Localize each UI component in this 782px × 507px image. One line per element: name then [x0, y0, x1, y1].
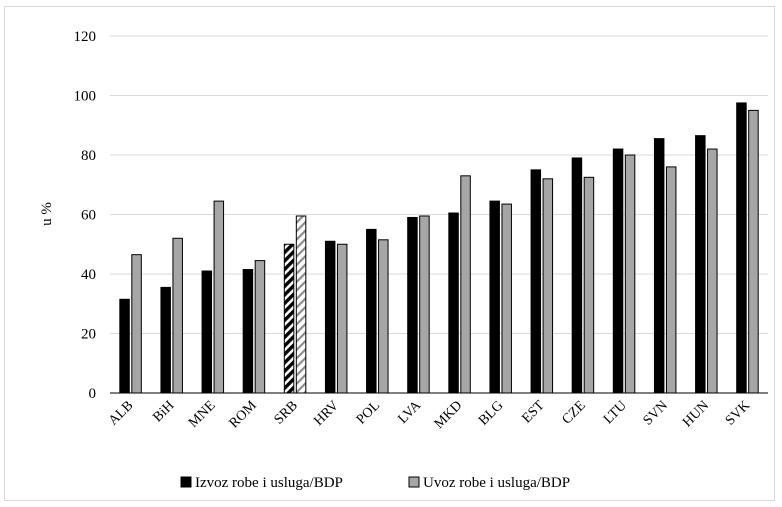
bar-ltu-uvoz	[624, 154, 636, 394]
x-axis-ticks: ALB BiH MNE ROM SRB HRV POL LVA MKD BLG EST CZE LTU S…	[106, 398, 753, 432]
bar-pol-izvoz	[366, 228, 377, 394]
chart-frame	[4, 6, 775, 501]
y-axis-title: u %	[39, 202, 55, 226]
bar-mkd-izvoz	[448, 212, 459, 394]
bar-hrv-uvoz	[336, 243, 348, 394]
bar-lva-uvoz	[419, 215, 430, 394]
x-tick-label: POL	[354, 398, 383, 427]
bar-pol-uvoz	[378, 239, 389, 394]
legend: Izvoz robe i usluga/BDP Uvoz robe i uslug…	[180, 475, 570, 491]
y-tick-label: 20	[81, 327, 96, 343]
y-tick-label: 120	[74, 29, 97, 45]
bar-mne-uvoz	[213, 200, 225, 394]
bar-cze-izvoz	[571, 157, 583, 394]
bar-blg-uvoz	[501, 203, 512, 394]
bar-alb-uvoz	[131, 254, 142, 394]
bar-svk-uvoz	[748, 109, 759, 394]
x-tick-label: EST	[519, 398, 548, 427]
y-tick-label: 80	[81, 148, 96, 164]
y-tick-label: 60	[81, 208, 96, 224]
x-tick-label: BLG	[476, 398, 506, 428]
x-tick-label: CZE	[559, 398, 588, 427]
x-tick-label: HRV	[311, 398, 342, 429]
x-tick-label: LTU	[601, 398, 630, 427]
x-tick-label: ROM	[227, 398, 261, 432]
bar-hun-izvoz	[695, 135, 706, 394]
legend-label: Izvoz robe i usluga/BDP	[195, 475, 343, 491]
bar-cze-uvoz	[583, 176, 595, 394]
bar-rom-uvoz	[254, 260, 266, 394]
x-tick-label: MNE	[186, 398, 219, 431]
x-tick-label: SRB	[272, 398, 301, 427]
bar-hrv-izvoz	[324, 240, 336, 394]
bar-blg-izvoz	[489, 200, 500, 394]
bar-alb-izvoz	[119, 298, 130, 394]
bar-svk-izvoz	[736, 102, 747, 394]
legend-swatch	[408, 476, 420, 488]
bar-lva-izvoz	[407, 216, 418, 394]
x-tick-label: HUN	[680, 398, 712, 430]
bar-bih-izvoz	[160, 286, 171, 394]
x-tick-label: MKD	[432, 398, 466, 432]
x-tick-label: BiH	[150, 398, 177, 425]
legend-label: Uvoz robe i usluga/BDP	[423, 475, 570, 491]
bar-mkd-uvoz	[460, 175, 471, 394]
bar-svn-izvoz	[653, 138, 665, 394]
x-tick-label: SVK	[723, 398, 753, 428]
bar-hun-uvoz	[707, 148, 718, 394]
y-tick-label: 40	[81, 267, 96, 283]
x-tick-label: LVA	[395, 398, 424, 427]
bars	[119, 102, 759, 394]
bar-mne-izvoz	[201, 270, 213, 394]
legend-swatch	[180, 476, 192, 488]
y-tick-label: 100	[74, 89, 97, 105]
x-tick-label: ALB	[106, 398, 136, 428]
bar-srb-uvoz	[295, 215, 307, 394]
bar-srb-izvoz	[283, 243, 295, 394]
bar-rom-izvoz	[242, 269, 254, 394]
bar-est-izvoz	[530, 169, 542, 394]
bar-ltu-izvoz	[612, 148, 624, 394]
bar-svn-uvoz	[665, 166, 677, 394]
bar-bih-uvoz	[172, 237, 183, 394]
y-tick-label: 0	[89, 386, 97, 402]
y-axis-ticks: 0 20 40 60 80 100 120	[74, 29, 97, 402]
x-tick-label: SVN	[641, 398, 671, 428]
bar-est-uvoz	[542, 178, 554, 394]
